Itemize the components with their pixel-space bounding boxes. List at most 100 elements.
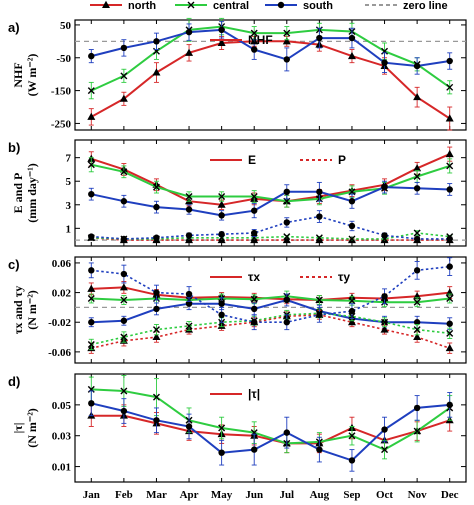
series-central-E <box>87 157 454 208</box>
x-tick-label: Feb <box>115 489 133 501</box>
legend-marker-north <box>102 0 110 8</box>
data-point <box>413 319 421 326</box>
x-tick-label: Jun <box>245 489 263 501</box>
data-point <box>283 429 290 436</box>
series-line <box>90 25 451 92</box>
data-point <box>347 51 356 60</box>
data-point <box>413 267 421 274</box>
data-point <box>316 213 323 220</box>
data-point <box>251 319 258 326</box>
data-point <box>446 83 454 91</box>
data-point <box>120 235 128 243</box>
x-tick-label: Sep <box>343 489 360 501</box>
y-tick-label: -250 <box>51 118 72 130</box>
data-point <box>381 318 389 326</box>
y-tick-label: 0.03 <box>52 431 72 443</box>
series-line <box>91 312 450 346</box>
data-point <box>153 234 160 241</box>
data-point <box>282 235 291 244</box>
series-line <box>91 388 451 451</box>
y-tick-label: 50 <box>60 20 72 32</box>
inset-legend-label: τx <box>248 270 260 284</box>
data-point <box>446 401 453 409</box>
data-point <box>283 233 291 241</box>
y-tick-label: 0.02 <box>52 288 72 300</box>
series-south-E <box>88 180 453 221</box>
data-point <box>218 193 226 201</box>
data-point <box>315 235 324 244</box>
data-point <box>153 417 160 424</box>
data-point <box>250 193 258 201</box>
data-point <box>153 289 160 296</box>
data-point <box>446 235 453 243</box>
data-point <box>316 188 323 196</box>
data-point <box>413 62 421 70</box>
series-south-P <box>88 210 453 243</box>
data-point <box>251 229 258 237</box>
data-point <box>120 270 128 278</box>
data-point <box>185 28 193 36</box>
data-point <box>88 319 95 326</box>
series-north-τx <box>87 281 454 305</box>
series-line <box>91 186 450 217</box>
inset-legend-label: τy <box>338 270 350 284</box>
data-point <box>217 200 226 208</box>
data-point <box>381 232 388 239</box>
data-point <box>153 203 160 211</box>
data-point <box>348 457 356 464</box>
data-point <box>315 234 323 242</box>
data-point <box>316 446 323 453</box>
plot-frame <box>74 139 467 247</box>
data-point <box>87 284 96 292</box>
data-point <box>283 219 290 226</box>
data-point <box>87 340 95 348</box>
data-point <box>218 26 225 34</box>
data-point <box>283 188 290 196</box>
y-tick-label: -0.02 <box>48 317 71 329</box>
y-axis-unit: (W m⁻²) <box>25 54 39 97</box>
data-point <box>185 193 193 201</box>
x-tick-label: Aug <box>310 489 330 501</box>
data-point <box>120 72 128 80</box>
data-point <box>445 114 454 122</box>
data-point <box>218 231 225 238</box>
data-point <box>218 212 225 219</box>
series-line <box>91 295 450 304</box>
series-line <box>91 28 450 68</box>
series-line <box>91 265 450 324</box>
data-point <box>120 333 128 341</box>
data-point <box>185 206 193 213</box>
y-tick-label: 0.06 <box>52 258 72 270</box>
data-point <box>185 48 194 56</box>
data-point <box>88 190 95 198</box>
data-point <box>152 68 161 76</box>
series-central <box>87 17 454 100</box>
y-tick-label: 7 <box>66 153 72 165</box>
data-point <box>446 263 453 270</box>
data-point <box>152 326 160 334</box>
data-point <box>283 56 290 63</box>
data-point <box>185 290 193 298</box>
data-point <box>283 319 290 326</box>
x-tick-label: Apr <box>180 489 199 501</box>
legend-label-zero-line: zero line <box>403 0 448 12</box>
inset-legend: |τ| <box>210 387 260 401</box>
data-point <box>152 393 160 401</box>
data-point <box>87 295 95 303</box>
data-point <box>251 46 258 53</box>
data-point <box>250 235 259 244</box>
series-central-τy <box>87 308 454 351</box>
data-point <box>119 283 128 291</box>
data-point <box>88 267 95 274</box>
legend-marker-central <box>187 1 195 9</box>
y-tick-label: 5 <box>66 176 72 188</box>
data-point <box>250 234 258 242</box>
data-point <box>251 446 258 453</box>
y-axis-label: NHF <box>11 62 25 87</box>
data-point <box>87 87 95 95</box>
data-point <box>381 426 388 433</box>
panel-label: b) <box>8 140 20 155</box>
